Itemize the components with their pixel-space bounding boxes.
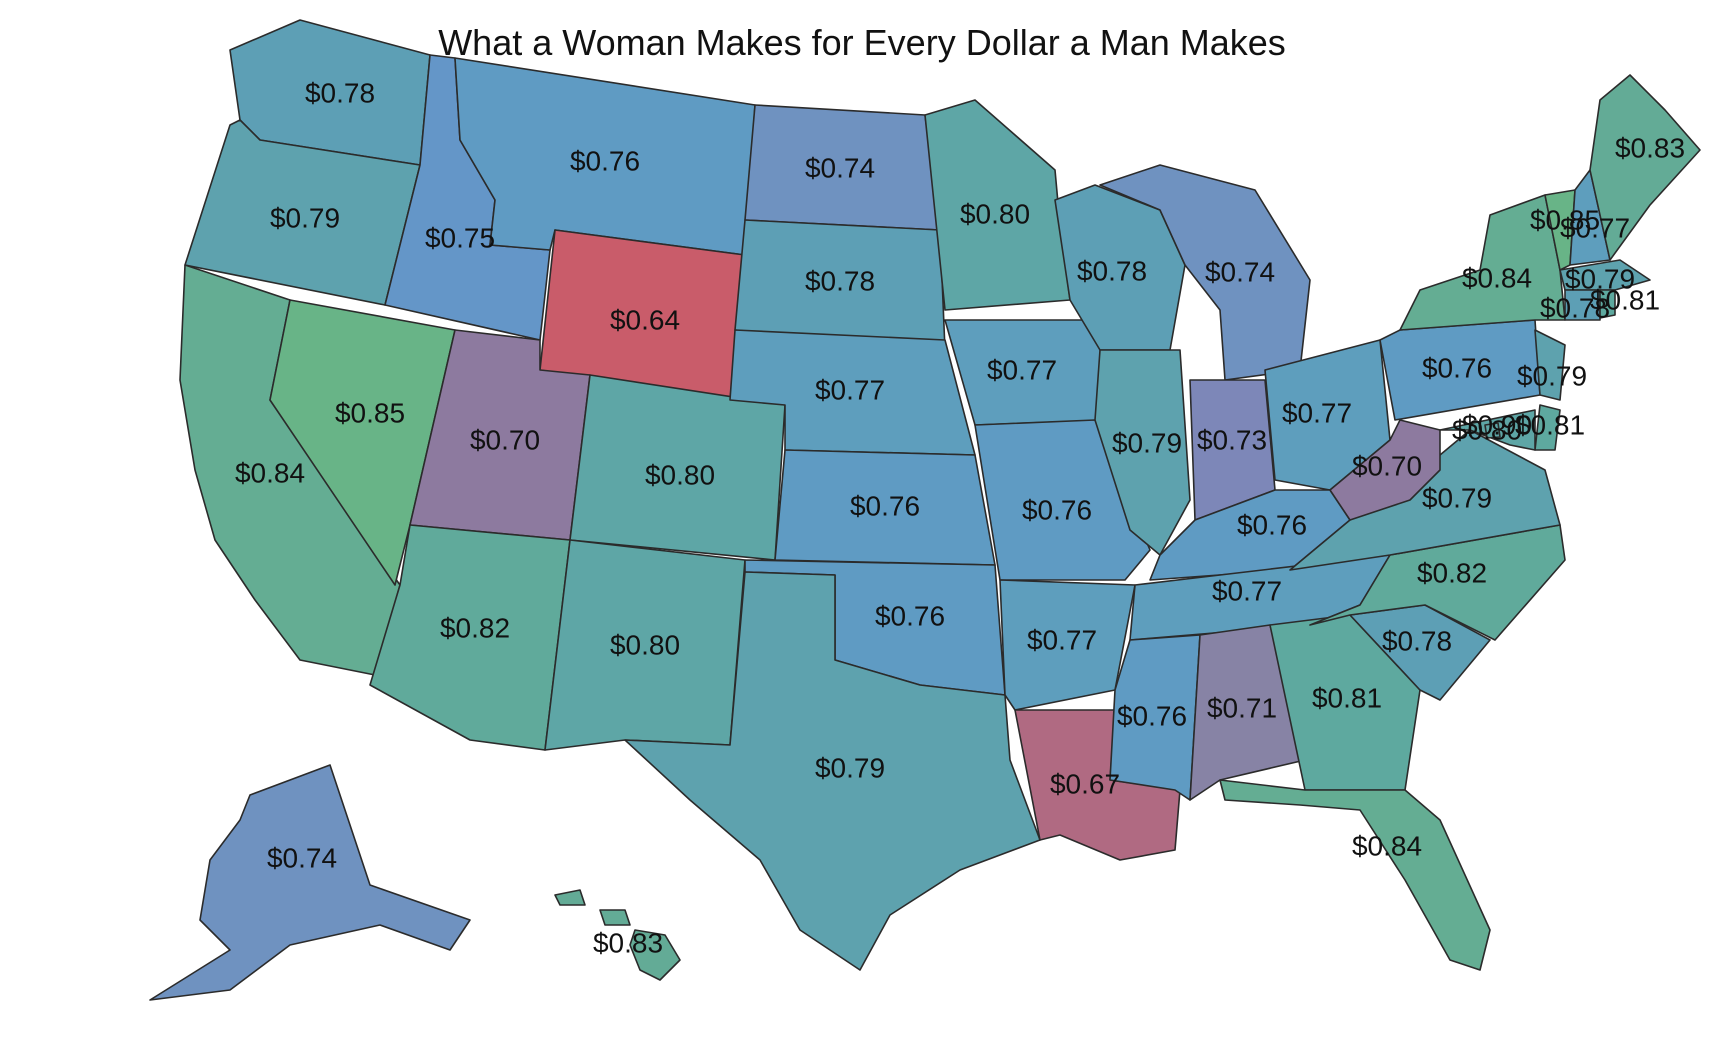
label-mi: $0.74 [1205, 256, 1275, 287]
label-wa: $0.78 [305, 77, 375, 108]
label-ut: $0.70 [470, 424, 540, 455]
label-mn: $0.80 [960, 198, 1030, 229]
state-wv[interactable] [1329, 419, 1441, 521]
label-co: $0.80 [645, 459, 715, 490]
label-ak: $0.74 [267, 842, 337, 873]
label-nc: $0.82 [1417, 557, 1487, 588]
label-ks: $0.76 [850, 490, 920, 521]
label-dc: $0.90 [1462, 409, 1532, 440]
label-ar: $0.77 [1027, 624, 1097, 655]
label-or: $0.79 [270, 202, 340, 233]
label-la: $0.67 [1050, 768, 1120, 799]
state-tx[interactable] [624, 571, 1041, 971]
state-mi[interactable] [1099, 164, 1311, 381]
state-nj[interactable] [1534, 329, 1566, 401]
state-nc[interactable] [1309, 524, 1566, 641]
labels-layer: $0.78 $0.79 $0.84 $0.85 $0.75 $0.76 $0.6… [235, 77, 1685, 958]
label-sd: $0.78 [805, 265, 875, 296]
label-id: $0.75 [425, 222, 495, 253]
label-fl: $0.84 [1352, 830, 1422, 861]
state-ct[interactable] [1564, 289, 1601, 321]
state-ri[interactable] [1599, 289, 1616, 319]
state-dc[interactable] [1484, 422, 1501, 439]
state-fl[interactable] [1219, 779, 1491, 971]
label-hi: $0.83 [593, 927, 663, 958]
state-ak[interactable] [149, 764, 471, 1001]
map-title: What a Woman Makes for Every Dollar a Ma… [438, 22, 1286, 63]
label-tx: $0.79 [815, 752, 885, 783]
label-de: $0.81 [1515, 409, 1585, 440]
label-wi: $0.78 [1077, 255, 1147, 286]
label-nd: $0.74 [805, 152, 875, 183]
label-tn: $0.77 [1212, 575, 1282, 606]
state-hi-oahu[interactable] [554, 889, 586, 906]
label-md: $0.80 [1452, 414, 1522, 445]
label-ia: $0.77 [987, 354, 1057, 385]
label-ok: $0.76 [875, 600, 945, 631]
state-mo[interactable] [974, 419, 1151, 581]
label-ga: $0.81 [1312, 682, 1382, 713]
state-ar[interactable] [999, 579, 1136, 711]
label-al: $0.71 [1207, 692, 1277, 723]
label-nh: $0.77 [1560, 212, 1630, 243]
label-mt: $0.76 [570, 145, 640, 176]
state-al[interactable] [1189, 624, 1306, 801]
label-vt: $0.85 [1530, 204, 1600, 235]
state-de[interactable] [1534, 404, 1561, 451]
state-hi[interactable] [629, 929, 681, 981]
label-mo: $0.76 [1022, 494, 1092, 525]
label-ms: $0.76 [1117, 700, 1187, 731]
label-oh: $0.77 [1282, 397, 1352, 428]
state-hi-maui[interactable] [599, 909, 631, 926]
label-wv: $0.70 [1352, 450, 1422, 481]
label-nm: $0.80 [610, 629, 680, 660]
states-layer [149, 19, 1701, 1001]
label-ct: $0.78 [1540, 292, 1610, 323]
label-nj: $0.79 [1517, 360, 1587, 391]
state-wi[interactable] [1054, 184, 1186, 351]
state-nv[interactable] [269, 299, 456, 586]
label-ri: $0.81 [1590, 284, 1660, 315]
label-ny: $0.84 [1462, 262, 1532, 293]
label-pa: $0.76 [1422, 352, 1492, 383]
label-ca: $0.84 [235, 457, 305, 488]
label-ne: $0.77 [815, 374, 885, 405]
label-in: $0.73 [1197, 424, 1267, 455]
label-wy: $0.64 [610, 304, 680, 335]
label-ma: $0.79 [1565, 263, 1635, 294]
label-sc: $0.78 [1382, 625, 1452, 656]
label-az: $0.82 [440, 612, 510, 643]
state-me[interactable] [1589, 74, 1701, 261]
label-il: $0.79 [1112, 427, 1182, 458]
state-ma[interactable] [1559, 259, 1651, 291]
label-va: $0.79 [1422, 482, 1492, 513]
label-ky: $0.76 [1237, 509, 1307, 540]
label-nv: $0.85 [335, 397, 405, 428]
label-me: $0.83 [1615, 132, 1685, 163]
